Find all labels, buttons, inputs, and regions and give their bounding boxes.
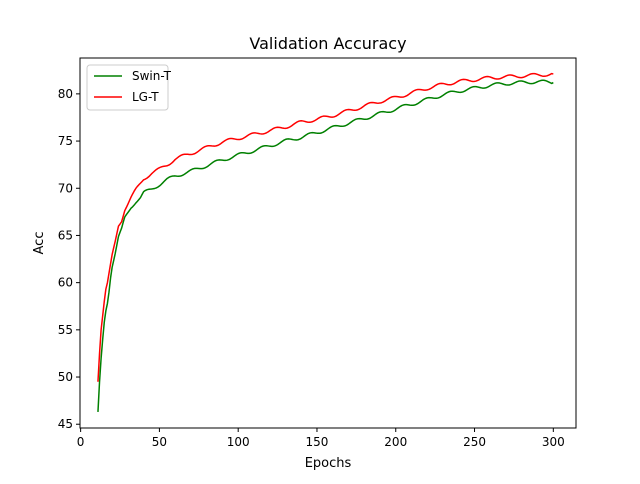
x-tick-label: 200 xyxy=(384,435,407,449)
x-tick-label: 100 xyxy=(227,435,250,449)
series-line-swin-t xyxy=(97,79,554,412)
x-axis-label: Epochs xyxy=(305,456,352,471)
y-tick-label: 65 xyxy=(58,228,73,242)
x-tick-label: 0 xyxy=(77,435,85,449)
legend: Swin-T LG-T xyxy=(86,64,172,111)
x-tick-label: 150 xyxy=(306,435,329,449)
y-tick-label: 75 xyxy=(58,134,73,148)
legend-label: LG-T xyxy=(132,90,159,104)
y-tick-label: 60 xyxy=(58,276,73,290)
series-layer xyxy=(97,72,554,412)
y-tick-label: 50 xyxy=(58,370,73,384)
legend-label: Swin-T xyxy=(132,69,172,83)
y-tick-label: 70 xyxy=(58,181,73,195)
y-tick-label: 55 xyxy=(58,323,73,337)
y-axis-label: Acc xyxy=(32,232,47,255)
y-tick-label: 80 xyxy=(58,87,73,101)
y-tick-label: 45 xyxy=(58,417,73,431)
y-axis: 45 50 55 60 65 70 75 80 xyxy=(58,87,80,431)
plot-frame xyxy=(79,57,577,429)
x-tick-label: 250 xyxy=(463,435,486,449)
chart-title: Validation Accuracy xyxy=(249,34,406,53)
x-tick-label: 50 xyxy=(152,435,167,449)
x-axis: 0 50 100 150 200 250 300 xyxy=(77,428,565,449)
x-tick-label: 300 xyxy=(542,435,565,449)
series-line-lg-t xyxy=(97,72,554,382)
